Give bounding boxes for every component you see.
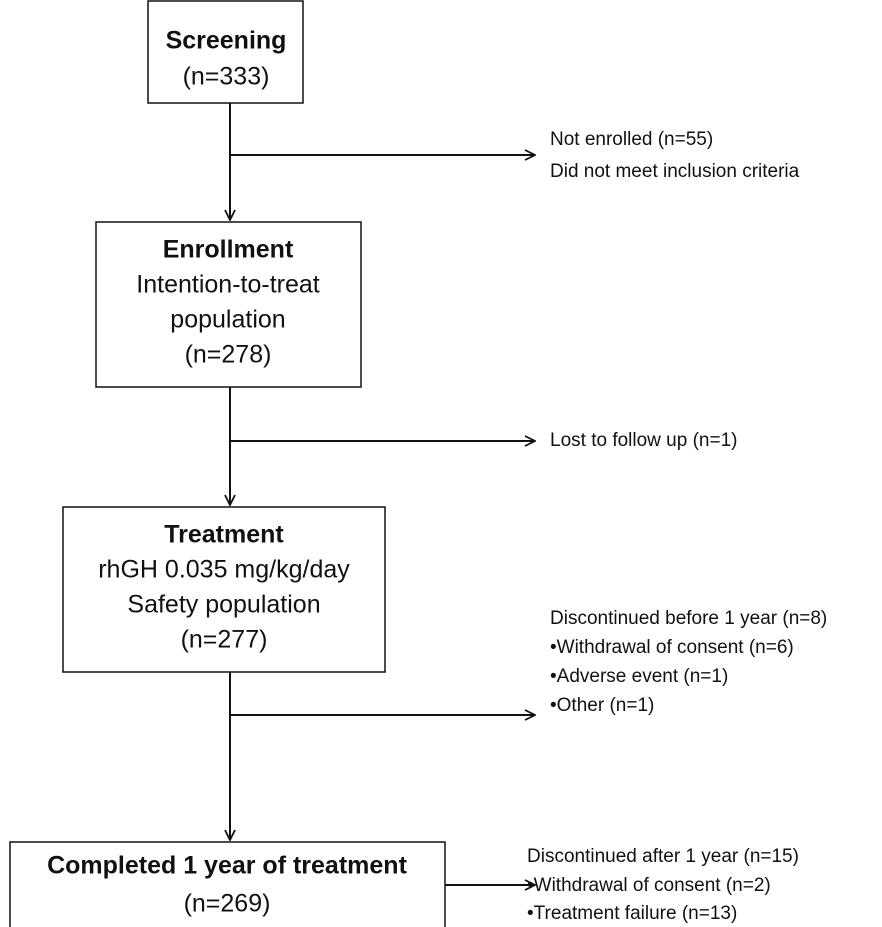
box: [62, 506, 386, 673]
box-text: (n=269): [184, 890, 271, 918]
box-text: (n=333): [183, 63, 270, 91]
box-text: population: [170, 306, 285, 334]
box-text: (n=277): [181, 626, 268, 654]
box: [9, 841, 446, 927]
box-title: Enrollment: [163, 236, 294, 264]
box-title: Completed 1 year of treatment: [47, 852, 407, 880]
note: Not enrolled (n=55): [550, 129, 713, 150]
note: Lost to follow up (n=1): [550, 430, 737, 451]
box: [147, 0, 304, 104]
note: •Withdrawal of consent (n=2): [527, 875, 771, 896]
box-text: Intention-to-treat: [136, 271, 319, 299]
note: •Treatment failure (n=13): [527, 903, 737, 924]
note: Discontinued before 1 year (n=8): [550, 608, 827, 629]
box-title: Treatment: [164, 521, 284, 549]
box-text: rhGH 0.035 mg/kg/day: [98, 556, 350, 584]
box-text: Safety population: [127, 591, 320, 619]
note: •Adverse event (n=1): [550, 666, 728, 687]
note: Discontinued after 1 year (n=15): [527, 846, 799, 867]
box: [95, 221, 362, 388]
note: Did not meet inclusion criteria: [550, 161, 800, 182]
box-title: Screening: [166, 27, 287, 55]
note: •Other (n=1): [550, 695, 654, 716]
note: •Withdrawal of consent (n=6): [550, 637, 794, 658]
box-text: (n=278): [185, 341, 272, 369]
